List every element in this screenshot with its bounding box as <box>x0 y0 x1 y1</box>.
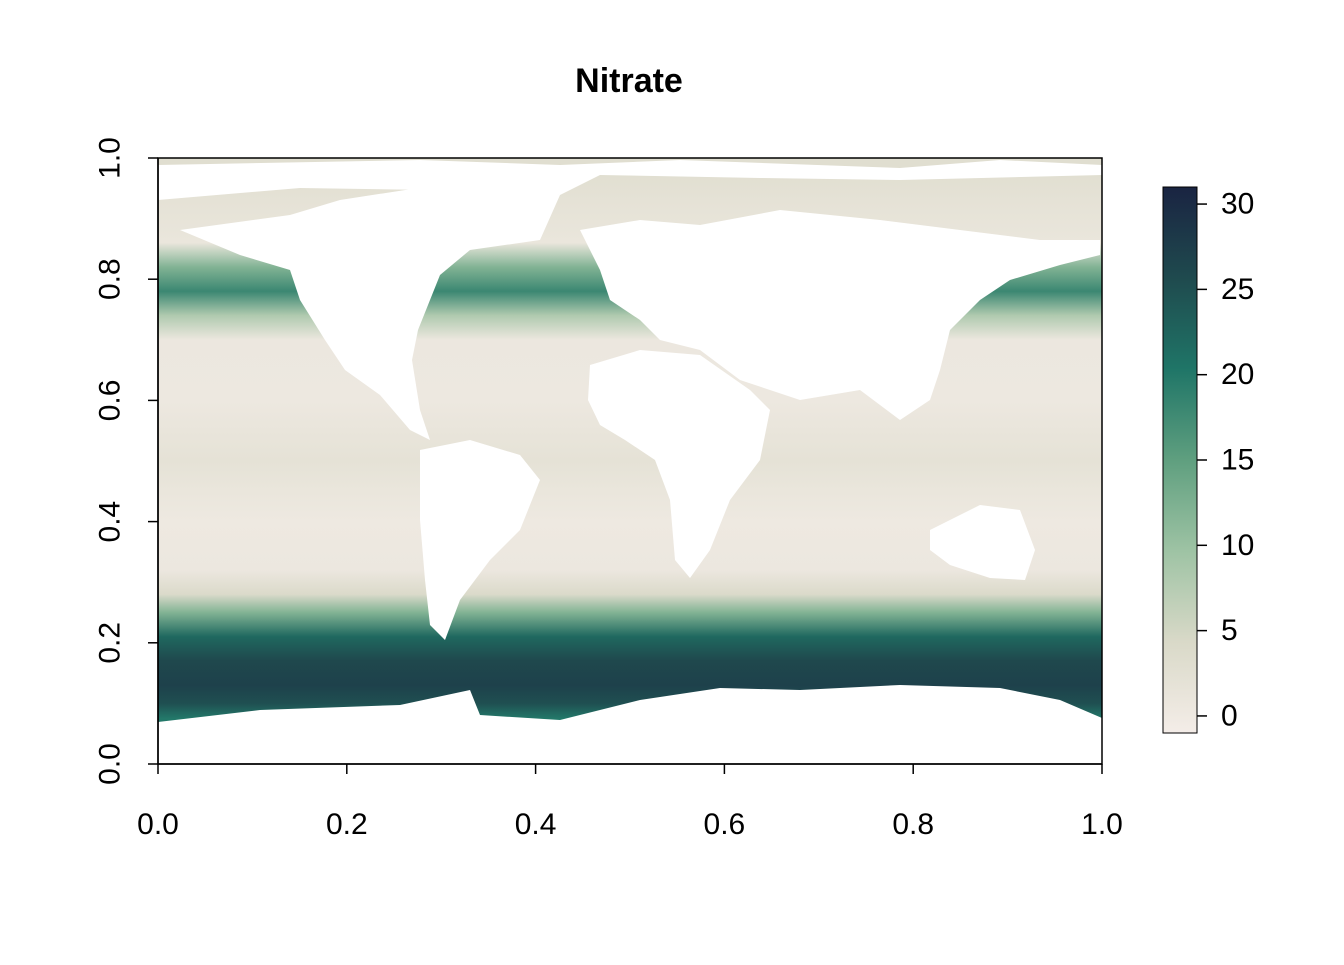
x-axis: 0.0 0.2 0.4 0.6 0.8 1.0 <box>137 763 1123 841</box>
colorbar-tick-label: 25 <box>1221 273 1254 306</box>
land-arctic <box>158 160 1102 200</box>
x-tick-label: 0.6 <box>704 808 746 841</box>
y-tick-label: 1.0 <box>94 137 127 179</box>
y-tick-label: 0.0 <box>94 743 127 785</box>
x-tick-label: 0.2 <box>326 808 368 841</box>
land-antarctica <box>158 685 1102 764</box>
y-tick-label: 0.4 <box>94 501 127 543</box>
land-eurasia <box>580 210 1100 420</box>
y-tick-label: 0.2 <box>94 622 127 664</box>
y-tick-label: 0.8 <box>94 258 127 300</box>
colorbar-tick-label: 10 <box>1221 529 1254 562</box>
x-tick-label: 0.0 <box>137 808 179 841</box>
colorbar-tick-label: 5 <box>1221 614 1238 647</box>
x-tick-label: 1.0 <box>1081 808 1123 841</box>
colorbar-tick-label: 20 <box>1221 358 1254 391</box>
chart-title: Nitrate <box>575 62 683 100</box>
colorbar-tick-label: 0 <box>1221 699 1238 732</box>
y-tick-label: 0.6 <box>94 380 127 422</box>
land-south-america <box>420 440 540 640</box>
y-axis: 0.0 0.2 0.4 0.6 0.8 1.0 <box>94 137 159 785</box>
colorbar-tick-label: 30 <box>1221 188 1254 221</box>
colorbar: 0 5 10 15 20 25 30 <box>1162 186 1254 734</box>
plot-area <box>158 158 1102 764</box>
colorbar-tick-label: 15 <box>1221 444 1254 477</box>
land-australia <box>930 505 1035 580</box>
land-africa <box>588 350 770 578</box>
x-tick-label: 0.8 <box>892 808 934 841</box>
land-north-america <box>180 180 560 440</box>
x-tick-label: 0.4 <box>515 808 557 841</box>
colorbar-bar <box>1162 186 1198 734</box>
land-masks <box>158 160 1102 764</box>
